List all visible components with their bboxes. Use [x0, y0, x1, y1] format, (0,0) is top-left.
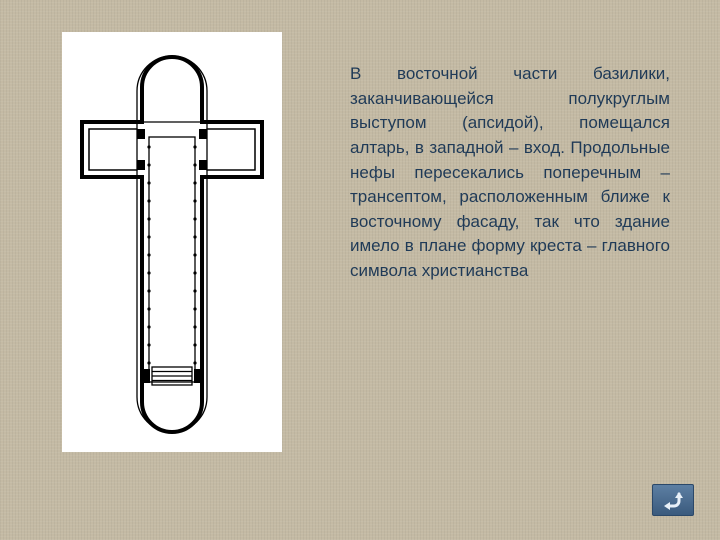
back-button[interactable] [652, 484, 694, 516]
description-paragraph: В восточной части базилики, заканчивающе… [350, 62, 670, 284]
basilica-plan-figure [62, 32, 282, 452]
basilica-plan-svg [77, 47, 267, 437]
u-turn-arrow-icon [659, 490, 687, 510]
